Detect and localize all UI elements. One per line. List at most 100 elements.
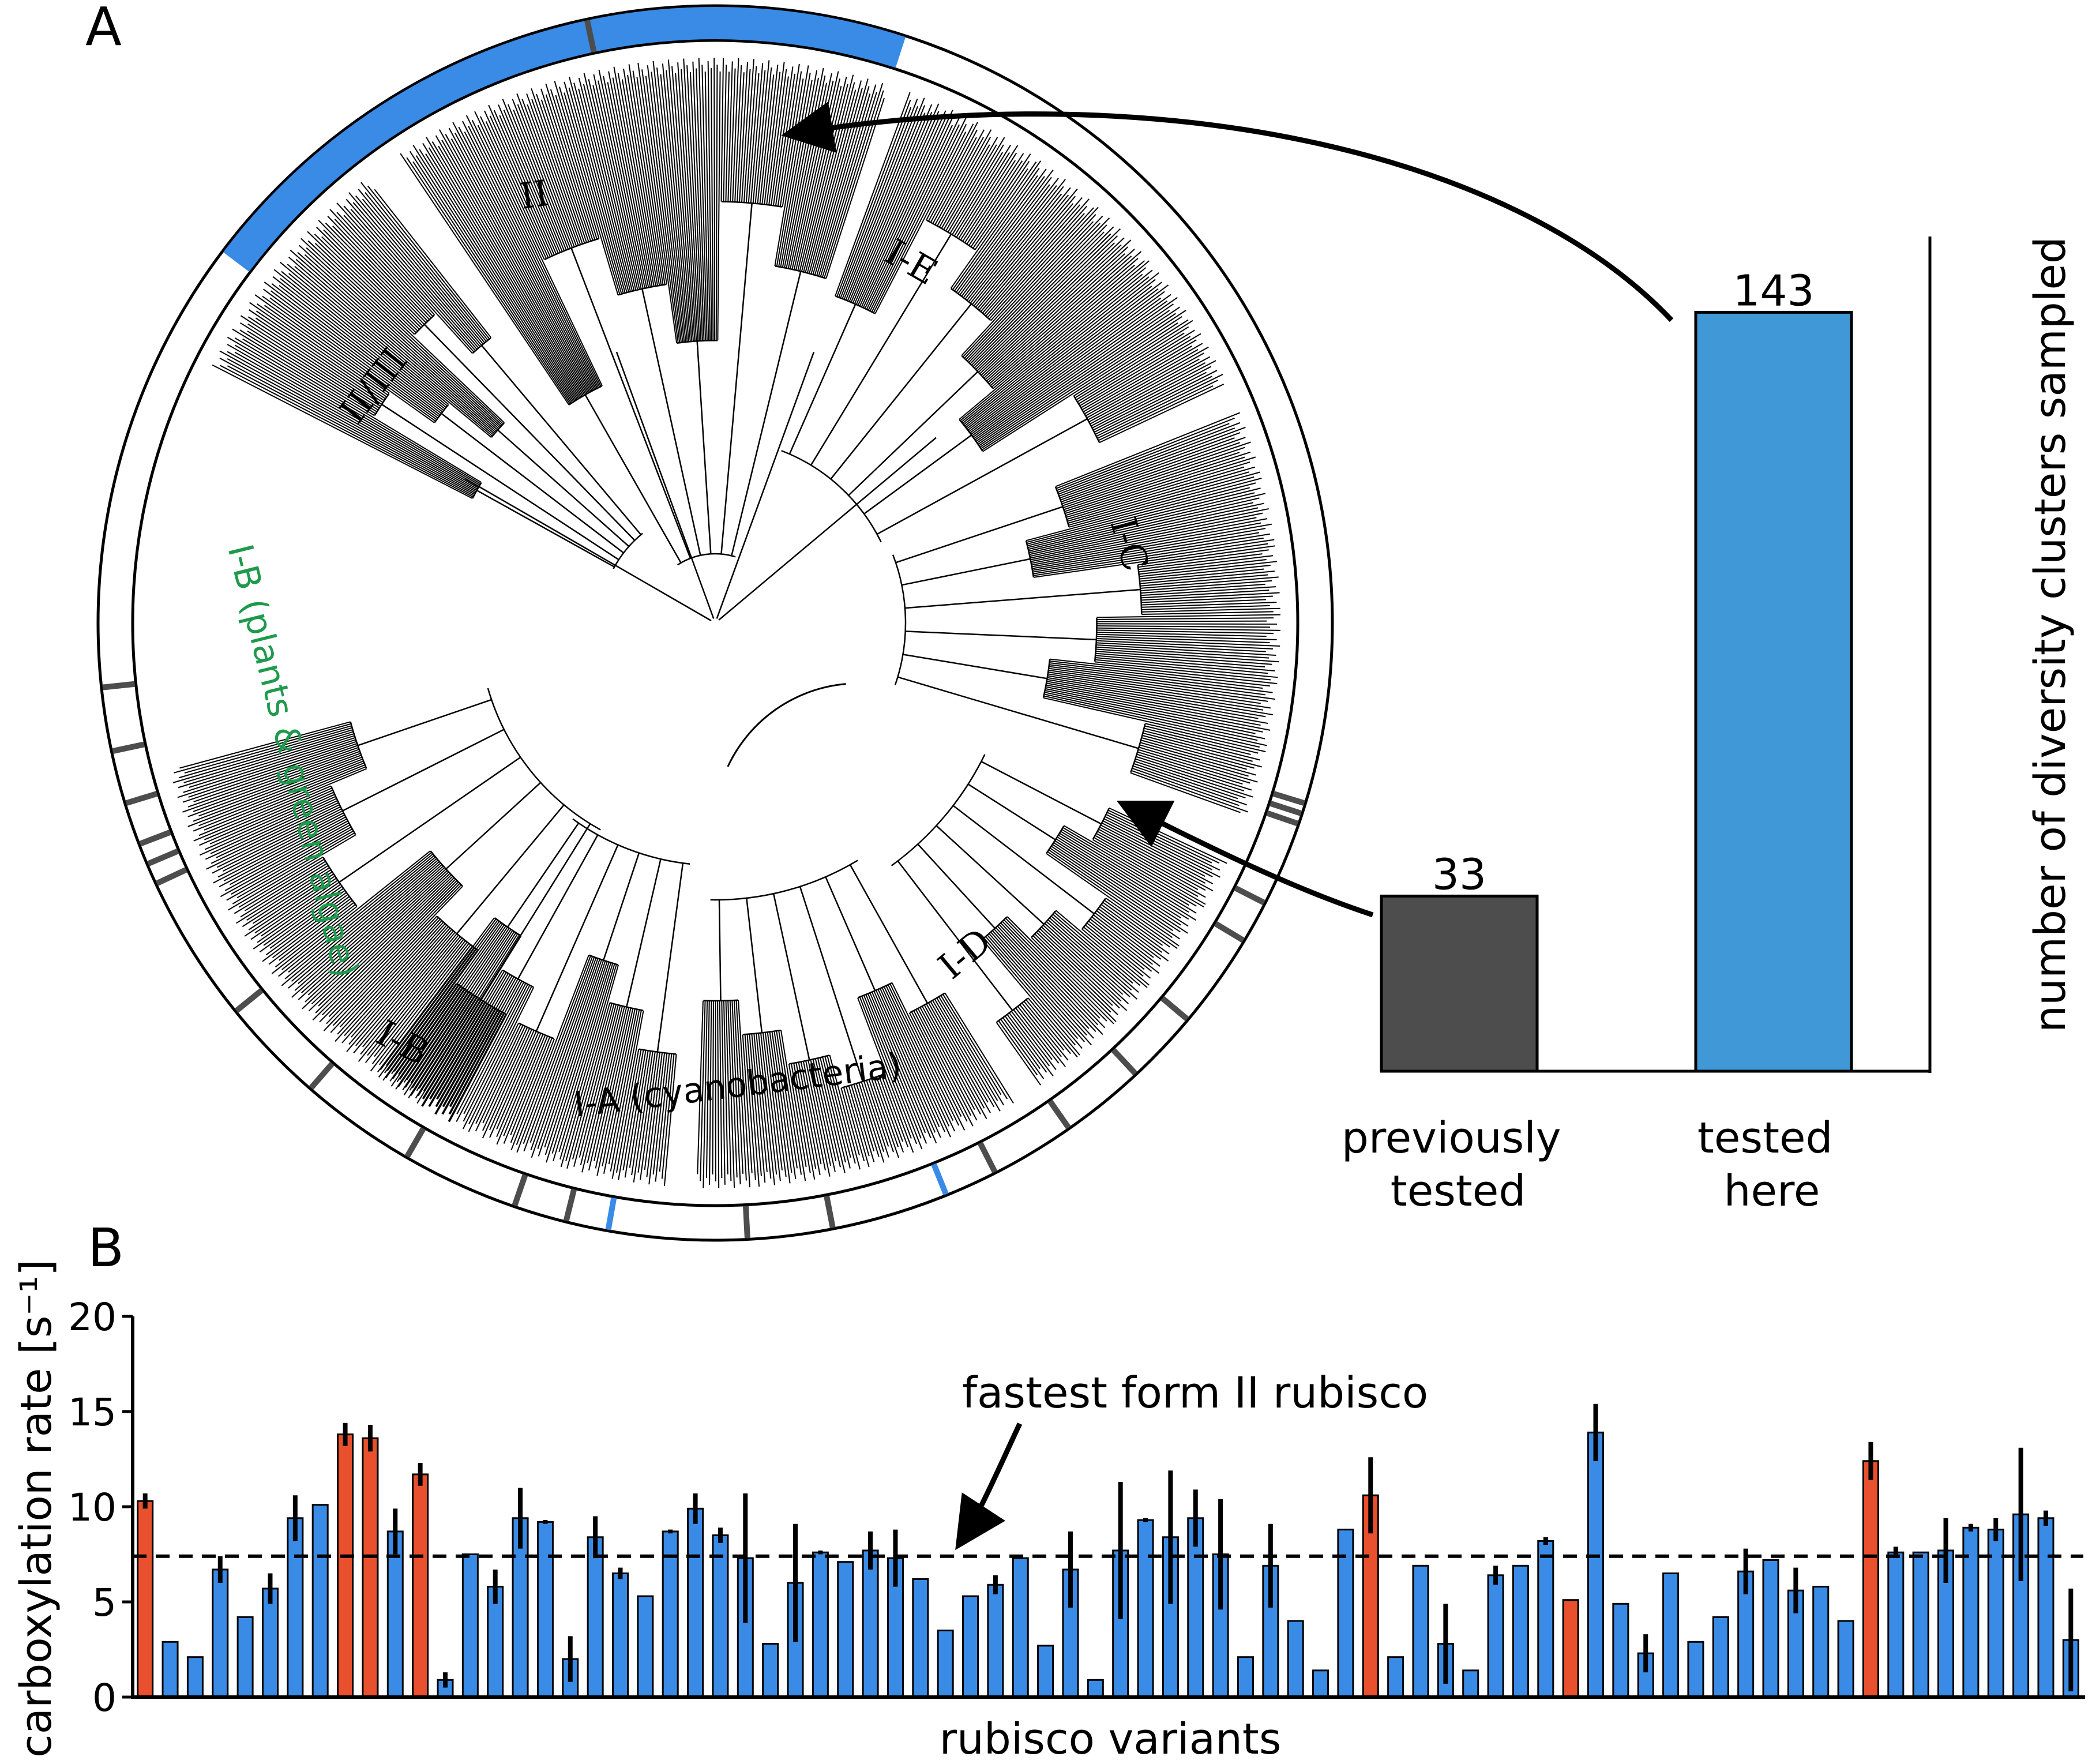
branch — [441, 412, 624, 554]
leaf — [950, 160, 1042, 289]
bar — [536, 1521, 554, 1698]
branch-arc — [350, 722, 367, 769]
leaf — [1084, 348, 1199, 415]
leaf — [1048, 671, 1261, 704]
leaf — [484, 110, 551, 257]
leaf — [219, 365, 474, 498]
leaf — [374, 189, 492, 339]
leaf — [248, 873, 334, 930]
ring-tick — [1269, 800, 1302, 816]
leaf — [257, 884, 341, 943]
leaf — [1031, 522, 1261, 566]
leaf — [1102, 902, 1163, 946]
leaf — [412, 931, 515, 1089]
leaf — [677, 62, 697, 341]
leaf — [1096, 640, 1274, 650]
branch-arc — [414, 314, 435, 335]
leaf — [316, 227, 420, 330]
leaf — [452, 122, 594, 391]
leaf — [978, 306, 1180, 445]
leaf — [441, 140, 587, 395]
leaf — [974, 162, 1037, 250]
leaf — [1095, 657, 1268, 674]
leaf — [302, 871, 449, 1009]
leaf — [762, 1033, 781, 1181]
leaf — [499, 115, 559, 254]
leaf — [987, 205, 1087, 318]
leaf — [732, 58, 739, 202]
branch-arc — [1046, 825, 1065, 854]
leaf — [742, 1034, 753, 1173]
leaf — [945, 144, 997, 231]
leaf — [629, 1050, 649, 1168]
leaf — [291, 864, 442, 998]
ring-tick — [1160, 996, 1189, 1022]
bar — [637, 1595, 654, 1698]
leaf — [1105, 898, 1178, 949]
leaf — [1094, 661, 1271, 681]
leaf — [989, 213, 1085, 320]
leaf — [981, 322, 1178, 451]
leaf — [623, 68, 660, 286]
leaf — [421, 1001, 486, 1106]
leaf — [1052, 914, 1133, 984]
leaf — [198, 766, 366, 836]
leaf — [930, 1001, 989, 1103]
branch-arc — [568, 385, 603, 406]
leaf — [397, 926, 508, 1087]
leaf — [294, 862, 441, 991]
leaf — [1027, 492, 1255, 549]
branch — [825, 876, 876, 991]
leaf — [254, 294, 435, 423]
leaf — [970, 161, 1030, 247]
leaf — [593, 74, 642, 290]
leaf — [1047, 851, 1173, 939]
leaf — [242, 338, 482, 483]
bar — [662, 1530, 679, 1698]
leaf — [1081, 928, 1150, 986]
leaf — [382, 949, 479, 1081]
bar-tested-here — [1694, 310, 1853, 1073]
leaf — [972, 168, 1028, 249]
leaf — [993, 928, 1094, 1039]
leaf — [428, 147, 580, 399]
leaf — [1052, 843, 1188, 934]
leaf — [917, 1008, 978, 1121]
branch — [902, 558, 1031, 586]
leaf — [681, 69, 698, 341]
leaf — [817, 1058, 846, 1174]
leaf — [1139, 561, 1278, 577]
leaf — [219, 818, 347, 888]
category-label-previously-tested: previously tested — [1342, 1113, 1575, 1216]
leaf — [273, 269, 447, 408]
leaf — [379, 944, 471, 1065]
leaf — [409, 151, 573, 403]
leaf — [926, 122, 978, 220]
leaf — [435, 135, 585, 396]
leaf — [807, 1060, 832, 1166]
leaf — [247, 331, 377, 412]
leaf — [956, 152, 1011, 238]
leaf — [739, 62, 749, 202]
leaf — [284, 855, 435, 979]
branch — [641, 288, 701, 556]
leaf — [814, 1059, 841, 1168]
leaf — [206, 804, 340, 870]
leaf — [403, 990, 467, 1083]
leaf — [553, 963, 614, 1161]
leaf — [594, 1007, 629, 1161]
leaf — [1075, 326, 1189, 399]
leaf — [618, 1049, 642, 1180]
leaf — [991, 930, 1087, 1036]
leaf — [1015, 1007, 1060, 1064]
leaf — [212, 364, 473, 499]
leaf — [1077, 329, 1195, 403]
leaf — [1096, 646, 1270, 659]
leaf — [1004, 1015, 1047, 1073]
leaf — [963, 276, 1150, 426]
leaf — [968, 179, 1066, 302]
leaf — [998, 924, 1103, 1035]
leaf — [448, 127, 592, 392]
leaf — [1032, 532, 1260, 571]
ring-tick — [147, 848, 179, 866]
